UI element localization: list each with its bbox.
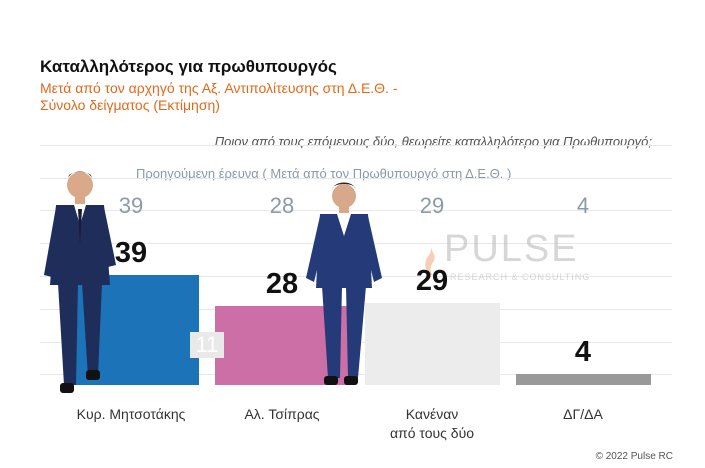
gridline	[40, 178, 672, 179]
category-label-line: Κανέναν	[405, 406, 459, 422]
category-label-line: Κυρ. Μητσοτάκης	[76, 406, 186, 422]
previous-survey-label: Προηγούμενη έρευνα ( Μετά από τον Πρωθυπ…	[136, 166, 512, 181]
bar-4	[515, 374, 651, 385]
previous-value-label: 29	[419, 193, 445, 218]
previous-value-label: 39	[118, 193, 144, 218]
mitsotakis-photo	[44, 171, 116, 393]
gridline	[40, 210, 672, 211]
category-label: Κυρ. Μητσοτάκης	[51, 405, 211, 424]
chart-subtitle-line1: Μετά από τον αρχηγό της Αξ. Αντιπολίτευσ…	[40, 80, 398, 96]
bar-value-label: 28	[265, 268, 299, 300]
pulse-flame-icon	[425, 240, 435, 276]
pulse-watermark-logo: PULSE RESEARCH & CONSULTING	[420, 228, 589, 288]
bar-value-label: 39	[114, 237, 148, 269]
previous-value-label: 4	[576, 193, 590, 218]
copyright-credit: © 2022 Pulse RC	[595, 451, 673, 462]
watermark-subtext: RESEARCH & CONSULTING	[450, 272, 591, 282]
chart-title: Καταλληλότερος για πρωθυπουργός	[40, 57, 337, 76]
category-label: ΔΓ/ΔΑ	[503, 405, 663, 424]
bar-3	[364, 303, 500, 385]
previous-value-label: 28	[269, 193, 295, 218]
category-label-line: από τους δύο	[389, 425, 475, 441]
watermark-text: PULSE	[444, 228, 579, 270]
chart-subtitle-line2: Σύνολο δείγματος (Εκτίμηση)	[40, 97, 220, 113]
category-label-line: Αλ. Τσίπρας	[244, 406, 320, 422]
category-label-line: ΔΓ/ΔΑ	[563, 406, 603, 422]
category-label: Κανέναν από τους δύο	[352, 405, 512, 443]
survey-question: Ποιον από τους επόμενους δύο, θεωρείτε κ…	[214, 134, 652, 149]
overlay-number: 11	[190, 332, 224, 358]
bar-value-label: 29	[415, 265, 449, 297]
tsipras-photo	[306, 182, 382, 385]
category-label: Αλ. Τσίπρας	[202, 405, 362, 424]
bar-value-label: 4	[574, 336, 592, 368]
gridline	[40, 145, 672, 146]
